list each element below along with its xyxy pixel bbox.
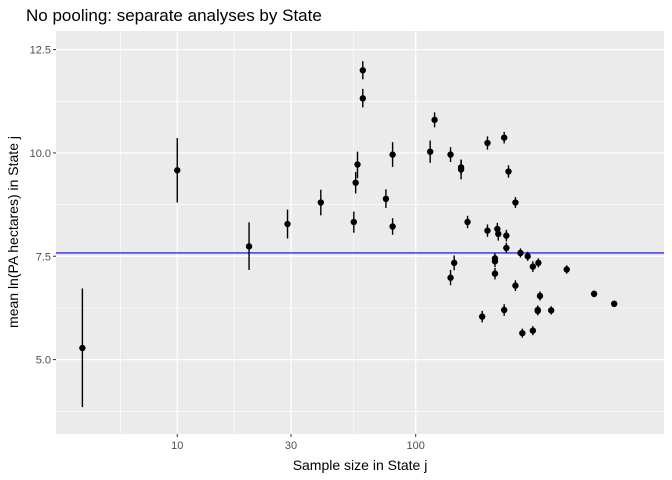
data-point xyxy=(359,67,367,74)
data-point xyxy=(495,230,502,238)
chart-title: No pooling: separate analyses by State xyxy=(26,6,322,25)
data-point xyxy=(505,168,512,175)
data-point xyxy=(563,266,570,273)
y-tick-label: 5.0 xyxy=(36,355,51,367)
data-point xyxy=(354,161,361,168)
data-point xyxy=(534,306,541,314)
data-point xyxy=(517,249,524,257)
y-tick-label: 10.0 xyxy=(30,148,51,160)
data-point xyxy=(512,199,519,206)
x-axis: 10 30 100 xyxy=(171,434,425,452)
data-point xyxy=(245,243,253,250)
grid-minor xyxy=(56,31,664,434)
data-point xyxy=(529,263,537,270)
y-tick-label: 7.5 xyxy=(36,251,51,263)
y-axis: 5.0 7.5 10.0 12.5 xyxy=(30,45,56,367)
data-point xyxy=(359,95,367,102)
grid-major xyxy=(56,31,664,434)
data-point xyxy=(536,292,544,300)
data-point xyxy=(590,290,598,298)
data-point xyxy=(610,300,618,307)
data-point xyxy=(284,220,291,228)
data-point xyxy=(503,232,510,239)
data-point xyxy=(491,270,499,277)
x-tick-label: 10 xyxy=(171,440,183,452)
data-point xyxy=(317,199,325,206)
data-point xyxy=(457,166,465,173)
x-tick-label: 100 xyxy=(407,440,425,452)
data-point xyxy=(447,274,454,281)
data-point xyxy=(519,329,526,337)
data-point xyxy=(484,139,491,147)
data-point xyxy=(512,282,519,289)
x-axis-title: Sample size in State j xyxy=(293,457,428,473)
y-axis-title: mean ln(PA hectares) in State j xyxy=(5,136,21,328)
data-point xyxy=(484,227,491,234)
data-point xyxy=(79,344,86,352)
data-point xyxy=(352,179,359,186)
data-point xyxy=(426,148,434,155)
plot-panel xyxy=(56,31,664,434)
data-point xyxy=(524,253,531,260)
data-point xyxy=(389,151,396,158)
data-point xyxy=(447,151,454,158)
data-point xyxy=(535,259,542,267)
y-tick-label: 12.5 xyxy=(30,45,51,57)
data-point xyxy=(494,225,501,233)
data-point xyxy=(547,307,555,314)
data-point xyxy=(464,218,471,226)
data-point xyxy=(389,223,396,230)
data-point xyxy=(382,195,390,203)
data-point xyxy=(503,244,510,252)
data-point xyxy=(529,327,537,334)
data-point xyxy=(500,134,508,141)
data-point xyxy=(450,259,458,267)
data-point xyxy=(478,313,486,320)
data-point xyxy=(500,306,508,314)
data-points xyxy=(79,67,618,352)
data-point xyxy=(491,258,499,265)
data-point xyxy=(350,218,357,226)
x-tick-label: 30 xyxy=(285,440,297,452)
data-point xyxy=(431,116,438,124)
data-point xyxy=(174,167,181,174)
